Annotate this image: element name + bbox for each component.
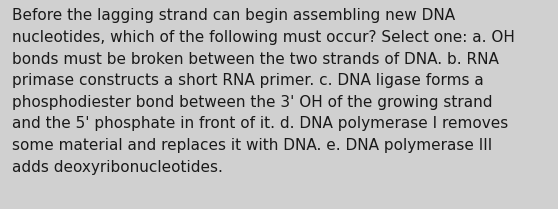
Text: Before the lagging strand can begin assembling new DNA
nucleotides, which of the: Before the lagging strand can begin asse… [12, 8, 515, 175]
